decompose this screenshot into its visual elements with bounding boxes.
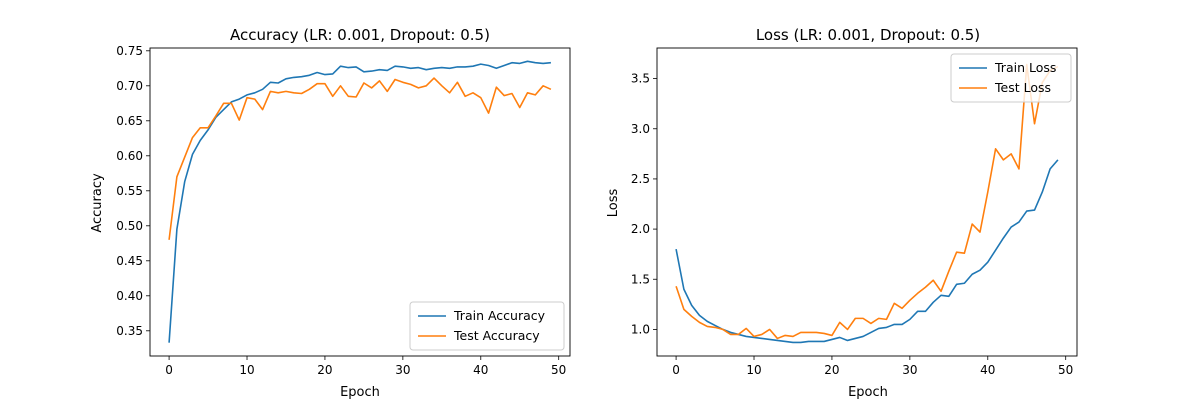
accuracy-chart: Accuracy (LR: 0.001, Dropout: 0.5) 0 10 20… [90, 26, 571, 400]
accuracy-plot-frame [149, 47, 571, 357]
legend-label: Train Loss [994, 60, 1056, 75]
loss-y-tick-label: 3.5 [631, 72, 650, 86]
loss-x-tick-label: 20 [824, 363, 839, 377]
accuracy-x-tick-label: 40 [473, 363, 488, 377]
accuracy-x-tick-label: 10 [239, 363, 254, 377]
legend-label: Test Accuracy [453, 328, 540, 343]
legend-label: Test Loss [994, 80, 1051, 95]
series-line-train-loss [675, 159, 1059, 344]
series-line-test-accuracy [168, 77, 552, 240]
loss-y-tick-label: 1.5 [631, 272, 650, 286]
accuracy-y-tick-label: 0.65 [116, 114, 143, 128]
loss-x-tick-label: 40 [980, 363, 995, 377]
loss-y-axis-label: Loss [606, 189, 621, 218]
accuracy-x-tick-label: 50 [551, 363, 566, 377]
accuracy-y-axis-label: Accuracy [90, 173, 105, 233]
loss-legend-box [950, 53, 1072, 103]
loss-x-tick-label: 10 [746, 363, 761, 377]
accuracy-y-tick-label: 0.55 [116, 184, 143, 198]
accuracy-y-tick-label: 0.75 [116, 44, 143, 58]
accuracy-y-tick-label: 0.70 [116, 79, 143, 93]
legend-label: Train Accuracy [453, 308, 546, 323]
accuracy-y-tick-label: 0.60 [116, 149, 143, 163]
loss-x-axis-label: Epoch [848, 385, 888, 400]
accuracy-legend-box [409, 301, 565, 351]
loss-y-tick-label: 2.0 [631, 222, 650, 236]
loss-x-tick-label: 0 [672, 363, 680, 377]
accuracy-x-tick-label: 20 [317, 363, 332, 377]
accuracy-y-tick-label: 0.40 [116, 289, 143, 303]
loss-y-tick-label: 2.5 [631, 172, 650, 186]
accuracy-chart-title: Accuracy (LR: 0.001, Dropout: 0.5) [230, 26, 490, 44]
series-line-test-loss [675, 63, 1059, 340]
accuracy-x-axis-label: Epoch [340, 385, 380, 400]
accuracy-y-tick-label: 0.45 [116, 254, 143, 268]
loss-plot-frame [656, 47, 1078, 357]
loss-y-tick-label: 3.0 [631, 122, 650, 136]
accuracy-legend: Train Accuracy Test Accuracy [409, 301, 565, 351]
loss-y-tick-label: 1.0 [631, 322, 650, 336]
accuracy-x-tick-label: 30 [395, 363, 410, 377]
loss-x-tick-label: 50 [1058, 363, 1073, 377]
accuracy-y-tick-label: 0.35 [116, 324, 143, 338]
series-line-train-accuracy [168, 60, 551, 343]
accuracy-y-tick-label: 0.50 [116, 219, 143, 233]
accuracy-x-tick-label: 0 [165, 363, 173, 377]
loss-x-tick-label: 30 [902, 363, 917, 377]
loss-chart-title: Loss (LR: 0.001, Dropout: 0.5) [756, 26, 980, 44]
loss-legend: Train Loss Test Loss [950, 53, 1072, 103]
loss-chart: Loss (LR: 0.001, Dropout: 0.5) 0 10 20 30 40… [606, 26, 1078, 400]
